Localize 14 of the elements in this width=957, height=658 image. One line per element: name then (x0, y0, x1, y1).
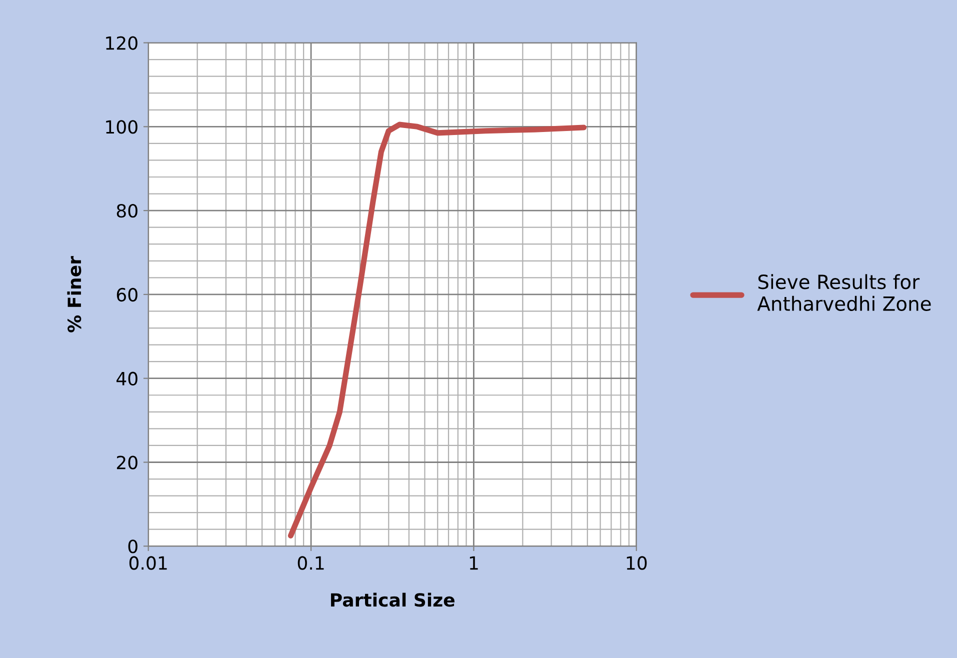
y-tick-label: 80 (116, 204, 138, 218)
y-tick-label: 20 (116, 456, 138, 470)
y-axis-title: % Finer (67, 256, 82, 332)
x-tick-label: 10 (626, 556, 647, 570)
y-tick-label: 120 (106, 36, 138, 50)
y-tick-label: 40 (116, 372, 138, 386)
y-tick-label: 0 (128, 540, 138, 554)
y-tick-label: 60 (116, 288, 138, 302)
x-tick-label: 0.1 (298, 556, 324, 570)
x-tick-label: 0.01 (129, 556, 167, 570)
x-axis-title: Partical Size (331, 592, 454, 607)
legend-label: Sieve Results for Antharvedhi Zone (757, 274, 931, 311)
x-tick-label: 1 (470, 556, 478, 570)
y-tick-label: 100 (106, 120, 138, 134)
